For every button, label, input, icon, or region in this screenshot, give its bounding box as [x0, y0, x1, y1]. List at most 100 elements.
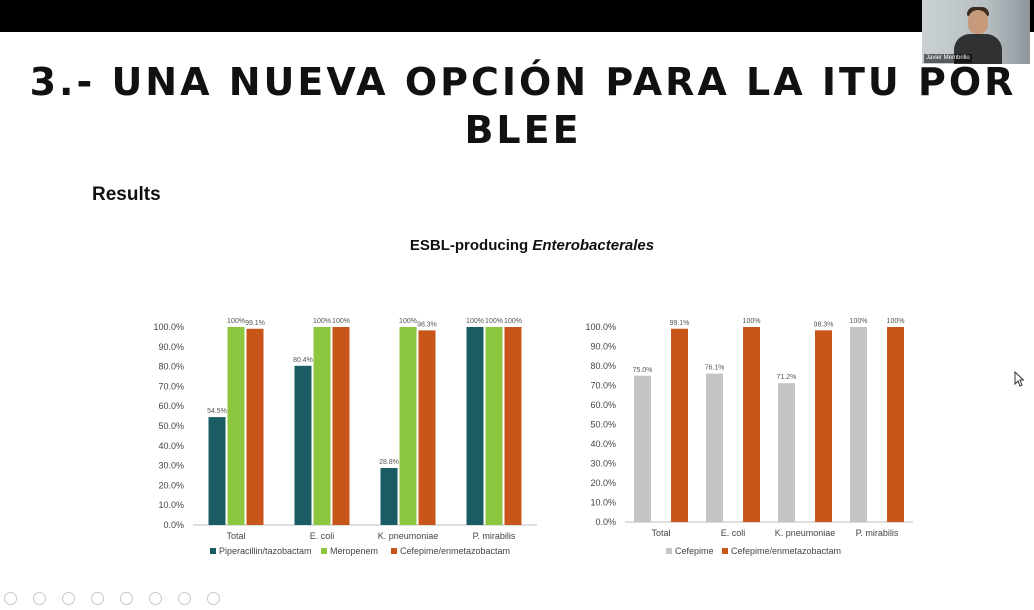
- x-tick-label: P. mirabilis: [473, 531, 516, 541]
- data-label: 100%: [743, 318, 761, 325]
- y-tick-label: 20.0%: [158, 480, 184, 490]
- legend-swatch: [210, 548, 216, 554]
- y-tick-label: 20.0%: [590, 478, 616, 488]
- slide-nav-controls[interactable]: [4, 592, 236, 605]
- data-label: 98.3%: [417, 321, 437, 328]
- top-black-bar: [0, 0, 1034, 32]
- bar: [706, 373, 723, 522]
- webcam-name-label: Javier Membrillo: [924, 54, 972, 63]
- nav-control-icon[interactable]: [91, 592, 104, 605]
- y-tick-label: 10.0%: [590, 498, 616, 508]
- legend-label: Piperacillin/tazobactam: [219, 546, 312, 556]
- webcam-thumbnail[interactable]: Javier Membrillo: [922, 0, 1030, 64]
- nav-control-icon[interactable]: [4, 592, 17, 605]
- legend-swatch: [321, 548, 327, 554]
- x-tick-label: Total: [651, 528, 670, 538]
- presenter-head: [968, 10, 988, 34]
- x-tick-label: Total: [226, 531, 245, 541]
- y-tick-label: 30.0%: [590, 459, 616, 469]
- bar: [466, 327, 484, 525]
- bar: [887, 327, 904, 522]
- subtitle-italic: Enterobacterales: [532, 237, 655, 254]
- legend-swatch: [666, 548, 672, 554]
- y-tick-label: 50.0%: [590, 420, 616, 430]
- bar: [634, 375, 651, 522]
- data-label: 98.3%: [814, 321, 834, 328]
- y-tick-label: 70.0%: [158, 381, 184, 391]
- y-tick-label: 80.0%: [590, 361, 616, 371]
- y-tick-label: 60.0%: [590, 400, 616, 410]
- data-label: 28.8%: [379, 459, 399, 466]
- data-label: 100%: [887, 318, 905, 325]
- bar: [246, 328, 264, 525]
- bar: [485, 327, 503, 525]
- bar: [380, 467, 398, 525]
- y-tick-label: 90.0%: [590, 342, 616, 352]
- data-label: 99.1%: [670, 320, 690, 327]
- y-tick-label: 0.0%: [163, 520, 184, 530]
- x-tick-label: E. coli: [310, 531, 335, 541]
- nav-control-icon[interactable]: [120, 592, 133, 605]
- x-tick-label: K. pneumoniae: [378, 531, 439, 541]
- chart-subtitle: ESBL-producing Enterobacterales: [0, 237, 1034, 254]
- slide-title: 3.- UNA NUEVA OPCIÓN PARA LA ITU POR BLE…: [29, 60, 1017, 152]
- legend-swatch: [722, 548, 728, 554]
- data-label: 100%: [399, 318, 417, 325]
- section-heading: Results: [92, 184, 161, 205]
- bar: [208, 417, 226, 525]
- bar: [313, 327, 331, 525]
- data-label: 100%: [504, 318, 522, 325]
- mouse-cursor-icon: [1014, 371, 1024, 387]
- y-tick-label: 0.0%: [595, 517, 616, 527]
- legend-label: Cefepime/enmetazobactam: [731, 546, 841, 556]
- y-tick-label: 70.0%: [590, 381, 616, 391]
- y-tick-label: 40.0%: [158, 441, 184, 451]
- chart-left: 0.0% 10.0% 20.0% 30.0% 40.0% 50.0% 60.0% 70.0% 8…: [153, 318, 537, 556]
- data-label: 100%: [485, 318, 503, 325]
- chart-right: 0.0% 10.0% 20.0% 30.0% 40.0% 50.0% 60.0% 70.0% 8…: [585, 318, 913, 556]
- bar: [743, 327, 760, 522]
- data-label: 71.2%: [777, 374, 797, 381]
- x-tick-label: E. coli: [721, 528, 746, 538]
- y-tick-label: 30.0%: [158, 461, 184, 471]
- legend-label: Cefepime: [675, 546, 714, 556]
- bar: [778, 383, 795, 522]
- nav-control-icon[interactable]: [62, 592, 75, 605]
- data-label: 76.1%: [705, 365, 725, 372]
- data-label: 100%: [313, 318, 331, 325]
- x-tick-label: K. pneumoniae: [775, 528, 836, 538]
- nav-control-icon[interactable]: [149, 592, 162, 605]
- data-label: 54.5%: [207, 408, 227, 415]
- y-tick-label: 90.0%: [158, 342, 184, 352]
- nav-control-icon[interactable]: [33, 592, 46, 605]
- bar: [671, 328, 688, 522]
- bar: [815, 330, 832, 522]
- x-tick-label: P. mirabilis: [856, 528, 899, 538]
- data-label: 99.1%: [245, 320, 265, 327]
- y-tick-label: 100.0%: [585, 322, 616, 332]
- data-label: 100%: [850, 318, 868, 325]
- y-tick-label: 10.0%: [158, 500, 184, 510]
- bar: [294, 365, 312, 525]
- data-label: 75.0%: [633, 367, 653, 374]
- legend-label: Cefepime/enmetazobactam: [400, 546, 510, 556]
- legend-label: Meropenem: [330, 546, 378, 556]
- y-tick-label: 100.0%: [153, 322, 184, 332]
- bar: [850, 327, 867, 522]
- data-label: 80.4%: [293, 357, 313, 364]
- y-tick-label: 50.0%: [158, 421, 184, 431]
- nav-control-icon[interactable]: [178, 592, 191, 605]
- legend-swatch: [391, 548, 397, 554]
- y-tick-label: 40.0%: [590, 439, 616, 449]
- y-tick-label: 80.0%: [158, 362, 184, 372]
- bar: [504, 327, 522, 525]
- data-label: 100%: [466, 318, 484, 325]
- subtitle-prefix: ESBL-producing: [409, 237, 533, 254]
- nav-control-icon[interactable]: [207, 592, 220, 605]
- y-tick-label: 60.0%: [158, 401, 184, 411]
- bar: [418, 330, 436, 525]
- bar: [227, 327, 245, 525]
- bar: [332, 327, 350, 525]
- data-label: 100%: [332, 318, 350, 325]
- data-label: 100%: [227, 318, 245, 325]
